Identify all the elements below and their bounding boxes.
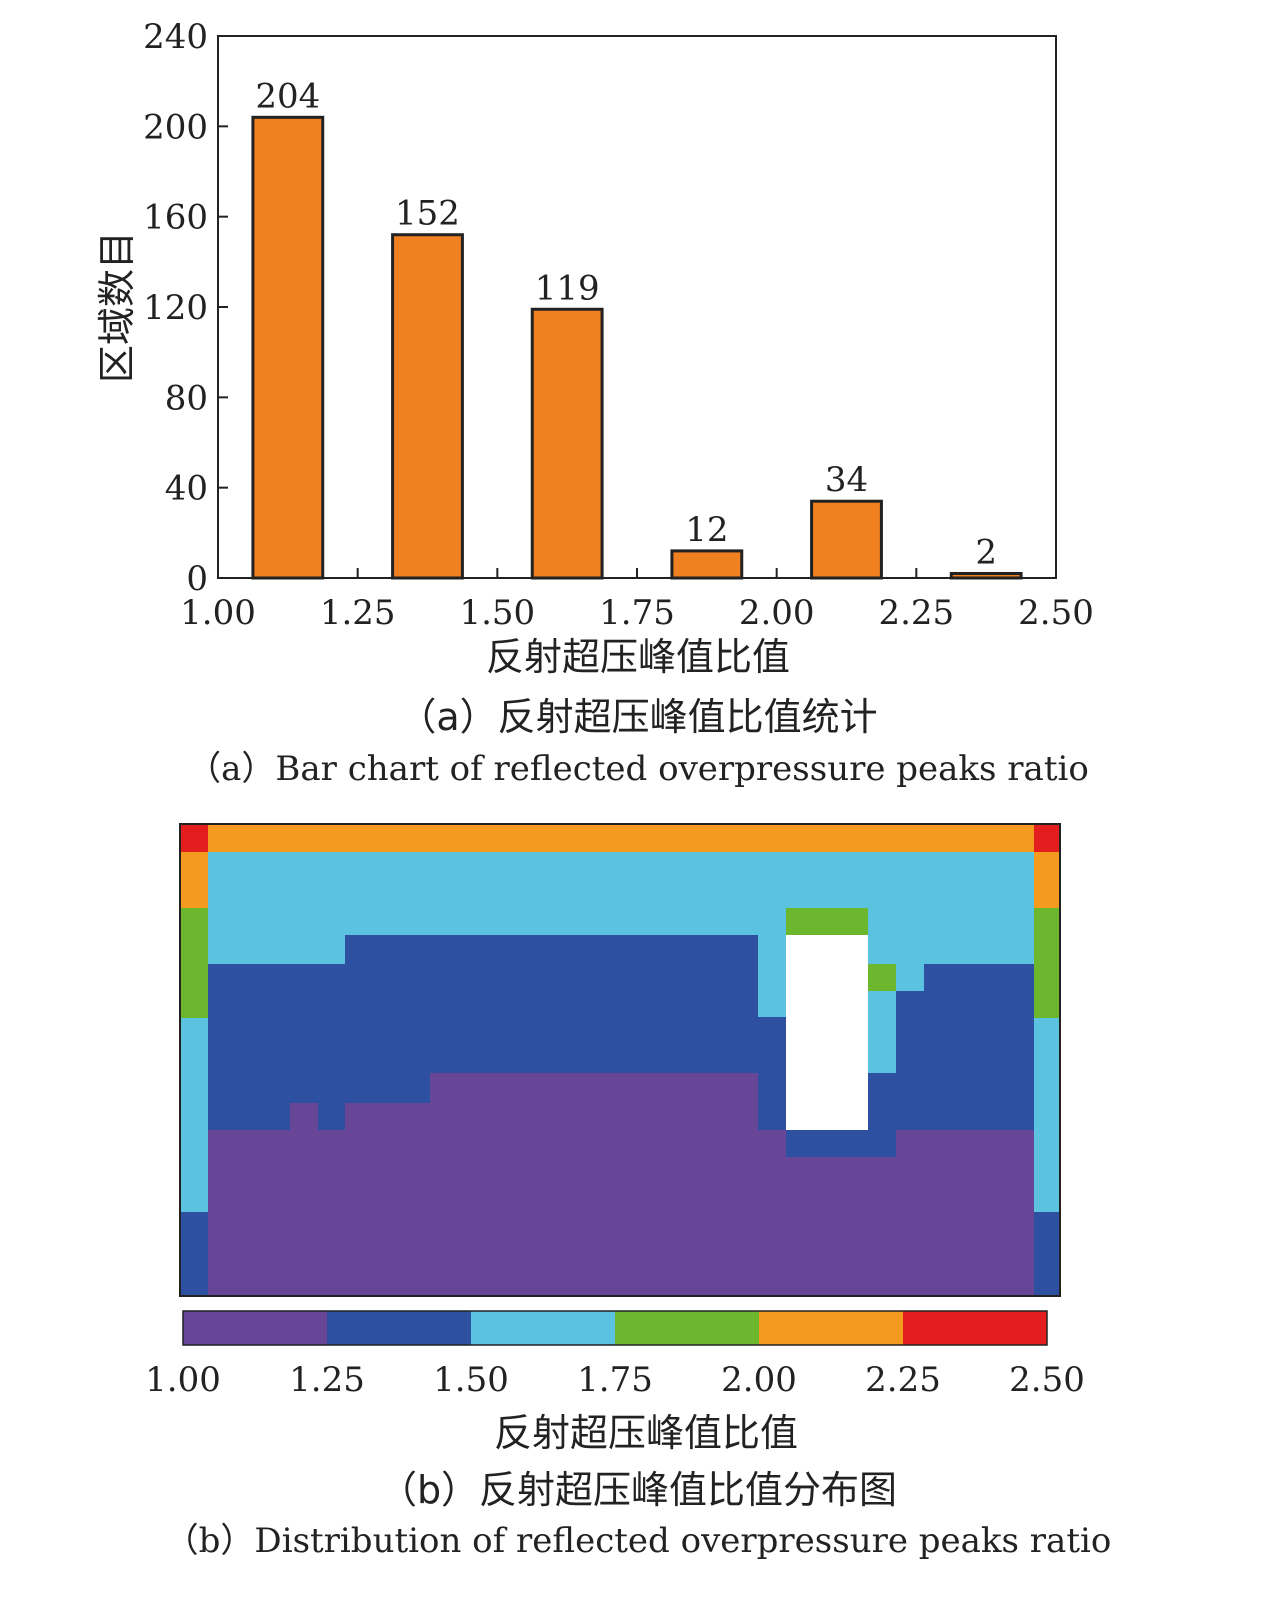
region-ratio-1.25-1.50 [180,1212,208,1296]
y-tick-label: 80 [165,378,208,418]
region-ratio-1.75-2.00 [786,908,868,935]
colorbar-tick-label: 2.50 [1009,1360,1085,1400]
bar-data-label: 2 [975,532,997,572]
caption-a-cn: （a）反射超压峰值比值统计 [398,695,877,739]
x-tick-label: 2.50 [1018,593,1094,633]
region-ratio-1.75-2.00 [1034,908,1060,1018]
y-tick-label: 160 [143,198,208,238]
building-obstacle [786,935,868,1130]
bar-data-label: 204 [255,76,320,116]
region-ratio-2.00-2.25 [180,852,208,908]
colorbar: 1.00 1.25 1.50 1.75 2.00 2.25 2.50 反射超压峰值比值 （b… [145,1310,1112,1561]
colorbar-swatch-group [183,1311,1047,1345]
bar-data-label: 12 [685,510,728,550]
colorbar-swatch [615,1311,759,1345]
colorbar-swatch [759,1311,903,1345]
bar [391,233,464,580]
bar-data-label: 34 [825,460,868,500]
region-ratio-2.00-2.25 [208,824,1034,852]
data-label-group: 204 152 119 12 34 2 [255,76,997,572]
colorbar-tick-label: 2.00 [721,1360,797,1400]
x-tick-label: 1.50 [459,593,535,633]
y-tick-label: 200 [143,107,208,147]
region-ratio-1.25-1.50 [868,964,1034,1130]
colorbar-tick-label: 1.25 [289,1360,365,1400]
colorbar-tick-label: 1.00 [145,1360,221,1400]
x-tick-label: 2.00 [739,593,815,633]
bar [670,549,744,580]
bar-group [251,115,1023,580]
colorbar-swatch [327,1311,471,1345]
y-tick-label: 0 [186,559,208,599]
colorbar-swatch [471,1311,615,1345]
bar-chart: 204 152 119 12 34 2 0 40 80 120 160 200 240 1.00 1.2… [95,17,1094,789]
region-ratio-1.50-1.75 [180,1018,208,1212]
y-tick-label: 120 [143,288,208,328]
colorbar-swatch [183,1311,327,1345]
plot-frame [217,35,1057,579]
region-ratio-1.50-1.75 [1034,1018,1060,1212]
region-ratio-2.25-2.50 [180,824,208,852]
colorbar-swatch [903,1311,1047,1345]
region-ratio-2.00-2.25 [1034,852,1060,908]
bar [251,115,325,580]
region-ratio-2.25-2.50 [1034,824,1060,852]
caption-a-en: （a）Bar chart of reflected overpressure p… [187,749,1089,789]
caption-b-cn: （b）反射超压峰值比值分布图 [379,1468,897,1512]
y-tick-label: 240 [143,17,208,57]
x-tick-label: 1.25 [320,593,396,633]
x-axis-title: 反射超压峰值比值 [486,635,790,679]
region-ratio-1.25-1.50 [758,1017,786,1130]
bar-data-label: 152 [395,194,460,234]
map-frame [179,823,1061,1297]
bar [810,499,883,580]
x-tick-label: 1.75 [599,593,675,633]
region-ratio-1.50-1.75 [208,852,1034,1073]
x-tick-label: 2.25 [878,593,954,633]
region-ratio-1.25-1.50 [1034,1212,1060,1296]
distribution-map [179,823,1061,1297]
colorbar-title: 反射超压峰值比值 [494,1411,798,1455]
colorbar-axis: 1.00 1.25 1.50 1.75 2.00 2.25 2.50 [145,1360,1085,1400]
x-tick-label: 1.00 [180,593,256,633]
colorbar-tick-label: 1.50 [433,1360,509,1400]
bar-data-label: 119 [535,268,600,308]
region-ratio-1.75-2.00 [868,964,896,991]
y-tick-label: 40 [165,469,208,509]
region-ratio-1.75-2.00 [180,908,208,1018]
colorbar-tick-label: 2.25 [865,1360,941,1400]
region-ratio-1.25-1.50 [208,935,758,1130]
caption-b-en: （b）Distribution of reflected overpressur… [165,1521,1112,1561]
y-axis: 0 40 80 120 160 200 240 [143,17,228,599]
colorbar-frame [182,1310,1048,1346]
bar [530,307,604,580]
x-axis: 1.00 1.25 1.50 1.75 2.00 2.25 2.50 [180,568,1094,633]
y-axis-title: 区域数目 [95,231,139,383]
region-ratio-1.25-1.50 [786,1130,896,1157]
colorbar-tick-label: 1.75 [577,1360,653,1400]
